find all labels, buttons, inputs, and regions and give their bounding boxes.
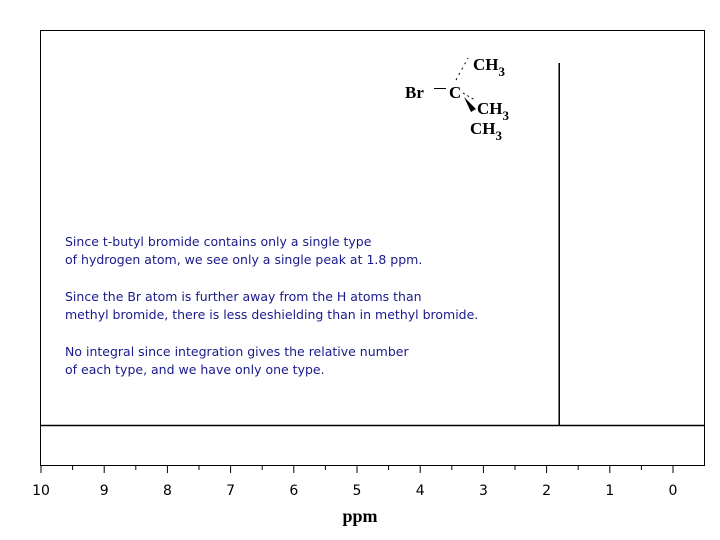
bond xyxy=(455,57,469,81)
x-tick-label: 8 xyxy=(163,483,172,499)
x-tick-label: 10 xyxy=(32,483,50,499)
annotation: Since the Br atom is further away from t… xyxy=(65,289,422,304)
x-tick-label: 3 xyxy=(479,483,488,499)
x-tick-label: 4 xyxy=(416,483,425,499)
wedge-bond xyxy=(464,97,476,112)
atom-label: Br xyxy=(405,83,424,102)
atom-label: C xyxy=(449,83,461,102)
annotation: methyl bromide, there is less deshieldin… xyxy=(65,307,478,322)
x-tick-label: 5 xyxy=(353,483,362,499)
x-tick-label: 7 xyxy=(226,483,235,499)
x-tick-label: 0 xyxy=(669,483,678,499)
atom-label: CH3 xyxy=(473,55,506,79)
annotation: Since t-butyl bromide contains only a si… xyxy=(65,234,372,249)
annotation: No integral since integration gives the … xyxy=(65,344,409,359)
x-tick-label: 6 xyxy=(289,483,298,499)
annotation: of each type, and we have only one type. xyxy=(65,362,325,377)
bond xyxy=(462,92,476,101)
structure: Br C CH3 CH3 CH3 xyxy=(405,55,510,143)
x-tick-label: 1 xyxy=(605,483,614,499)
x-tick-label: 9 xyxy=(100,483,109,499)
x-tick-label: 2 xyxy=(542,483,551,499)
atom-label: CH3 xyxy=(470,119,503,143)
atom-label: CH3 xyxy=(477,99,510,123)
plot-frame xyxy=(40,30,705,466)
annotation: of hydrogen atom, we see only a single p… xyxy=(65,252,422,267)
x-axis-title: ppm xyxy=(342,506,377,526)
